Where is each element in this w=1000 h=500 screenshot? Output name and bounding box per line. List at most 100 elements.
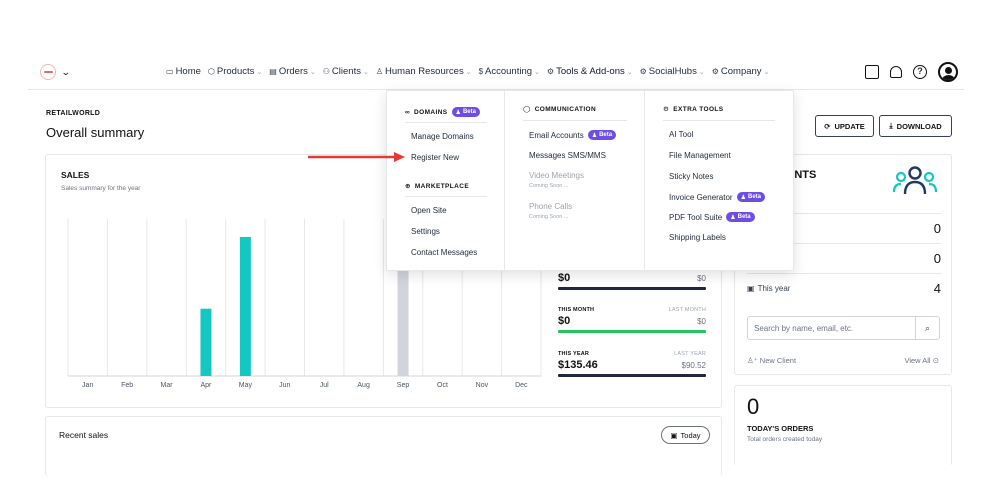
new-client-link[interactable]: ♙⁺ New Client	[747, 356, 797, 365]
stat-month: THIS MONTH LAST MONTH $0 $0	[558, 307, 706, 333]
chevron-down-icon: ⌄	[534, 68, 540, 76]
user-icon: ♟	[730, 214, 736, 221]
header-actions: ?	[865, 62, 958, 82]
bell-icon[interactable]	[890, 66, 902, 78]
help-icon[interactable]: ?	[913, 65, 927, 79]
company-switcher[interactable]: ⌄	[40, 64, 71, 80]
orders-count: 0	[747, 394, 760, 419]
sales-title: SALES	[61, 170, 90, 180]
menu-item-messages-sms[interactable]: Messages SMS/MMS	[529, 151, 606, 160]
stat-month-label: THIS MONTH	[558, 307, 595, 313]
chevron-down-icon: ⌄	[60, 66, 71, 77]
menu-item-video-meetings: Video Meetings	[529, 171, 584, 180]
stat-year-prev: $90.52	[681, 361, 706, 370]
client-search-input[interactable]	[748, 317, 915, 339]
chart-tick-label: Feb	[121, 382, 133, 389]
menu-item-settings[interactable]: Settings	[411, 227, 440, 236]
gear-icon: ⚙	[663, 106, 670, 113]
calendar-icon: ▣	[670, 430, 678, 440]
nav-tools-addons[interactable]: ⚙ Tools & Add-ons ⌄	[546, 66, 633, 77]
chevron-down-icon: ⌄	[362, 68, 369, 76]
chart-bar-may[interactable]	[239, 236, 251, 376]
menu-column-communication: ◯ COMMUNICATION Email Accounts ♟ Beta Messa…	[505, 91, 645, 272]
nav-human-resources[interactable]: ♙ Human Resources ⌄	[375, 66, 472, 77]
menu-column-extra-tools: ⚙ EXTRA TOOLS AI Tool File Management Sti…	[645, 91, 795, 272]
menu-item-invoice-generator[interactable]: Invoice Generator ♟ Beta	[669, 192, 765, 202]
menu-item-manage-domains[interactable]: Manage Domains	[411, 132, 474, 141]
menu-item-register-new[interactable]: Register New	[411, 153, 460, 162]
nav-socialhubs[interactable]: ⚙ SocialHubs ⌄	[639, 66, 705, 77]
divider	[663, 120, 775, 121]
chart-tick-label: Oct	[437, 382, 448, 389]
domains-heading: ∞ DOMAINS ♟ Beta	[405, 107, 480, 117]
beta-badge: ♟ Beta	[726, 212, 755, 222]
chart-tick-label: May	[239, 382, 253, 389]
chat-icon: ◯	[523, 106, 531, 113]
chart-tick-label: Apr	[201, 382, 213, 389]
user-icon: ♟	[591, 132, 598, 139]
chart-bar-sep[interactable]	[397, 236, 409, 376]
todays-orders-card: 0 TODAY'S ORDERS Total orders created to…	[734, 385, 952, 465]
calendar-icon: ▣	[747, 284, 755, 293]
communication-heading: ◯ COMMUNICATION	[523, 105, 597, 114]
nav-home[interactable]: ▭ Home	[166, 66, 201, 77]
chevron-down-icon: ⌄	[465, 68, 472, 76]
recent-sales-title: Recent sales	[59, 430, 109, 440]
stat-month-prev: $0	[697, 317, 706, 326]
stat-year: THIS YEAR LAST YEAR $135.46 $90.52	[558, 351, 706, 377]
stat-month-value: $0	[558, 315, 571, 327]
menu-item-ai-tool[interactable]: AI Tool	[669, 130, 694, 139]
extra-tools-heading: ⚙ EXTRA TOOLS	[663, 105, 724, 114]
nav-products[interactable]: ⬡ Products ⌄	[207, 66, 263, 77]
view-all-link[interactable]: View All ⊙	[904, 356, 939, 365]
arrow-circle-icon: ⊙	[932, 356, 939, 365]
menu-item-contact-messages[interactable]: Contact Messages	[411, 248, 478, 257]
user-icon: ♟	[740, 194, 746, 201]
chart-bar-apr[interactable]	[200, 308, 212, 376]
chevron-down-icon: ⌄	[309, 68, 316, 76]
chart-tick-label: Aug	[357, 382, 370, 389]
chart-tick-label: Dec	[515, 382, 528, 389]
nav-orders[interactable]: ▤ Orders ⌄	[269, 66, 316, 77]
nav-accounting[interactable]: $ Accounting ⌄	[478, 66, 540, 77]
pointer-arrow-icon	[308, 152, 405, 162]
user-avatar-icon[interactable]	[938, 62, 958, 82]
hub-icon: ⚙	[639, 67, 647, 76]
top-navbar: ⌄ ▭ Home ⬡ Products ⌄ ▤ Orders ⌄ ⚇ Clients ⌄ ♙ H…	[28, 58, 964, 90]
nav-company[interactable]: ⚙ Company ⌄	[711, 66, 770, 77]
sticky-note-icon[interactable]	[865, 65, 879, 79]
receipt-icon: ▤	[269, 67, 277, 76]
chart-tick-label: Jan	[82, 382, 93, 389]
person-icon: ♙	[375, 67, 384, 76]
download-button[interactable]: ⤓ DOWNLOAD	[879, 115, 952, 137]
refresh-icon: ⟳	[824, 121, 831, 131]
chart-tick-label: Mar	[161, 382, 174, 389]
main-nav: ▭ Home ⬡ Products ⌄ ▤ Orders ⌄ ⚇ Clients ⌄ ♙ Hum…	[166, 66, 769, 77]
menu-item-email-accounts[interactable]: Email Accounts ♟ Beta	[529, 130, 617, 140]
today-filter-button[interactable]: ▣ Today	[661, 426, 710, 444]
stat-month-bar	[558, 330, 706, 333]
chevron-down-icon: ⌄	[256, 68, 263, 76]
page-title: Overall summary	[46, 125, 145, 140]
nav-clients[interactable]: ⚇ Clients ⌄	[322, 66, 369, 77]
menu-item-open-site[interactable]: Open Site	[411, 206, 447, 215]
search-icon[interactable]: ⌕	[915, 317, 939, 339]
sales-subtitle: Sales summary for the year	[61, 185, 141, 192]
update-button[interactable]: ⟳ UPDATE	[815, 115, 874, 137]
menu-item-sticky-notes[interactable]: Sticky Notes	[669, 172, 714, 181]
menu-item-shipping-labels[interactable]: Shipping Labels	[669, 233, 726, 242]
menu-column-domains: ∞ DOMAINS ♟ Beta Manage Domains Register Ne…	[387, 91, 505, 272]
add-user-icon: ♙⁺	[747, 356, 760, 365]
link-icon: ∞	[405, 108, 411, 116]
divider	[405, 196, 487, 197]
company-name: RETAILWORLD	[46, 110, 101, 117]
stat-today-bar	[558, 287, 706, 290]
dollar-icon: $	[478, 67, 484, 76]
stat-month-prev-label: LAST MONTH	[668, 307, 706, 313]
stat-year-prev-label: LAST YEAR	[674, 351, 706, 357]
chart-tick-label: Sep	[397, 382, 410, 389]
menu-item-file-management[interactable]: File Management	[669, 151, 731, 160]
coming-soon-label: Coming Soon ...	[529, 183, 569, 189]
menu-item-pdf-tool-suite[interactable]: PDF Tool Suite ♟ Beta	[669, 212, 755, 222]
chevron-down-icon: ⌄	[763, 68, 770, 76]
